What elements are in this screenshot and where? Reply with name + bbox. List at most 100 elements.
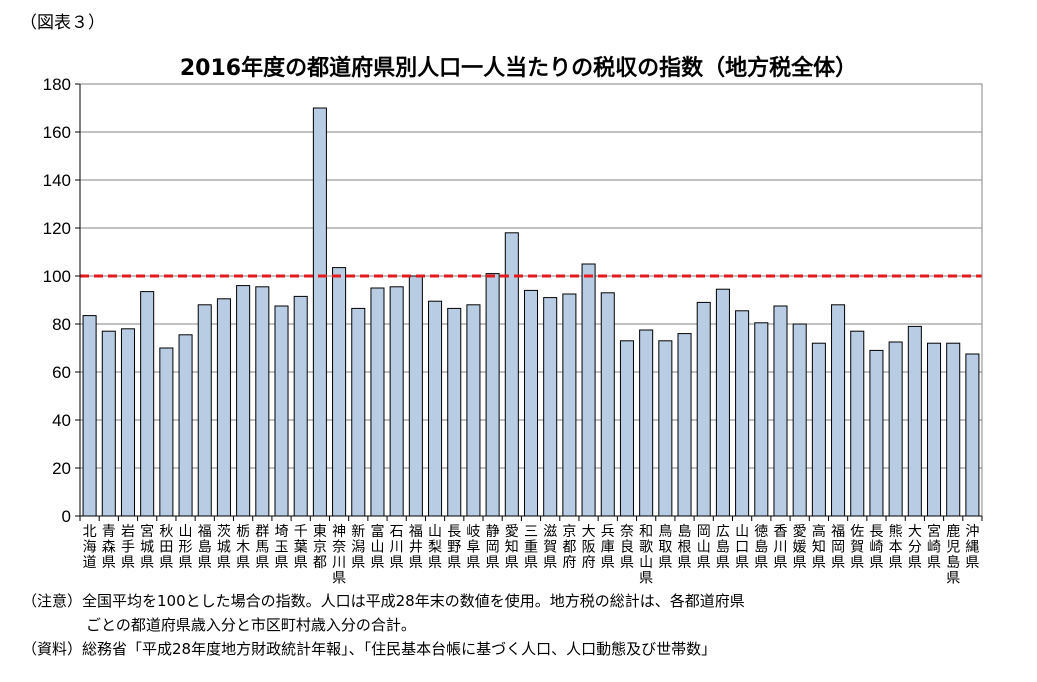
x-tick-label: 沖縄県: [965, 524, 979, 571]
bar-埼玉県: [274, 305, 289, 517]
bar-山梨県: [428, 300, 443, 517]
y-tick-label: 180: [43, 75, 71, 94]
x-tick-label: 青森県: [102, 524, 116, 571]
y-tick-label: 0: [62, 507, 71, 526]
x-tick-label: 群馬県: [255, 524, 269, 571]
x-tick-label: 長野県: [447, 524, 461, 571]
figure-label: （図表３）: [20, 13, 105, 33]
bar-茨城県: [216, 298, 231, 517]
bar-沖縄県: [965, 353, 980, 517]
bar-大阪府: [581, 263, 596, 517]
x-tick-label: 岩手県: [121, 524, 135, 571]
source-line: （資料）総務省「平成28年度地方財政統計年報」、「住民基本台帳に基づく人口、人口…: [22, 640, 717, 658]
x-tick-label: 高知県: [812, 523, 826, 571]
bar-和歌山県: [639, 329, 654, 517]
bars: [82, 107, 980, 517]
x-tick-label: 静岡県: [486, 524, 500, 571]
x-tick-label: 香川県: [773, 524, 787, 571]
x-tick-label: 山梨県: [428, 524, 442, 571]
x-tick-label: 奈良県: [620, 524, 634, 571]
x-tick-label: 秋田県: [159, 524, 173, 571]
bar-富山県: [370, 287, 385, 517]
note-line-1: （注意）全国平均を100とした場合の指数。人口は平成28年末の数値を使用。地方税…: [22, 592, 745, 610]
y-tick-label: 100: [43, 267, 71, 286]
bar-京都府: [562, 293, 577, 517]
bar-北海道: [82, 315, 97, 517]
bar-岐阜県: [466, 304, 481, 517]
x-tick-label: 富山県: [370, 523, 384, 571]
x-tick-label: 兵庫県: [601, 524, 615, 571]
x-tick-label: 三重県: [524, 524, 538, 571]
x-tick-label: 京都府: [562, 524, 576, 571]
bar-滋賀県: [543, 297, 558, 517]
x-tick-label: 福岡県: [831, 524, 845, 571]
bar-秋田県: [159, 347, 174, 517]
bar-宮城県: [140, 291, 155, 517]
x-tick-label: 熊本県: [889, 524, 903, 571]
axes: [75, 83, 983, 521]
y-tick-label: 160: [43, 123, 71, 142]
x-tick-label: 佐賀県: [850, 524, 864, 571]
bar-徳島県: [754, 322, 769, 517]
x-tick-label: 茨城県: [217, 524, 231, 571]
x-tick-label: 山形県: [179, 524, 193, 571]
bar-鹿児島県: [946, 342, 961, 517]
bar-鳥取県: [658, 340, 673, 517]
bar-福島県: [197, 304, 212, 517]
x-tick-label: 福井県: [409, 524, 423, 571]
note-line-2: ごとの都道府県歳入分と市区町村歳入分の合計。: [86, 616, 416, 634]
bar-山口県: [735, 310, 750, 517]
x-tick-label: 石川県: [390, 524, 404, 571]
chart-title: 2016年度の都道府県別人口一人当たりの税収の指数（地方税全体）: [179, 56, 858, 81]
x-tick-label: 山口県: [735, 524, 749, 571]
bar-香川県: [773, 305, 788, 517]
y-tick-labels: 0 20 40 60 80 100 120 140 160 180: [43, 75, 71, 526]
bar-石川県: [389, 286, 404, 517]
y-tick-label: 60: [52, 363, 71, 382]
bar-長崎県: [869, 349, 884, 517]
bar-群馬県: [255, 286, 270, 517]
bar-熊本県: [888, 341, 903, 517]
x-tick-label: 大分県: [908, 524, 922, 571]
bar-新潟県: [351, 307, 366, 517]
bar-福井県: [408, 275, 423, 517]
bar-岩手県: [120, 328, 136, 517]
bar-栃木県: [236, 285, 251, 517]
x-tick-label: 北海道: [83, 524, 97, 571]
bar-高知県: [811, 342, 826, 517]
bar-長野県: [447, 307, 462, 517]
bar-東京都: [312, 107, 327, 517]
x-tick-label: 東京都: [313, 524, 327, 571]
x-tick-label: 栃木県: [236, 524, 250, 571]
x-tick-label: 島根県: [678, 524, 692, 571]
x-tick-label: 埼玉県: [275, 524, 289, 571]
x-tick-label: 新潟県: [351, 524, 365, 571]
bar-三重県: [523, 289, 539, 517]
x-tick-label: 広島県: [716, 524, 730, 571]
bar-千葉県: [293, 295, 308, 517]
y-tick-label: 40: [52, 411, 71, 430]
bar-福岡県: [831, 304, 846, 517]
x-tick-label: 鳥取県: [658, 524, 672, 571]
bar-静岡県: [485, 273, 500, 517]
x-tick-label: 徳島県: [754, 524, 768, 571]
x-tick-label: 千葉県: [294, 524, 308, 571]
x-tick-label: 長崎県: [869, 524, 883, 571]
bar-兵庫県: [600, 292, 615, 517]
x-tick-label: 福島県: [198, 524, 212, 571]
bar-大分県: [907, 325, 922, 517]
bar-島根県: [677, 333, 692, 517]
x-tick-label: 岐阜県: [466, 524, 480, 571]
x-tick-label: 宮城県: [140, 524, 154, 571]
x-tick-label: 大阪府: [582, 524, 596, 571]
y-tick-label: 80: [52, 315, 71, 334]
x-tick-label: 宮崎県: [927, 524, 941, 571]
bar-佐賀県: [850, 330, 865, 517]
bar-青森県: [101, 330, 116, 517]
bar-奈良県: [619, 340, 634, 517]
bar-山形県: [178, 334, 193, 517]
y-tick-label: 120: [43, 219, 71, 238]
x-tick-labels: 北海道青森県岩手県宮城県秋田県山形県福島県茨城県栃木県群馬県埼玉県千葉県東京都神…: [83, 523, 980, 587]
x-tick-label: 愛知県: [505, 524, 519, 571]
